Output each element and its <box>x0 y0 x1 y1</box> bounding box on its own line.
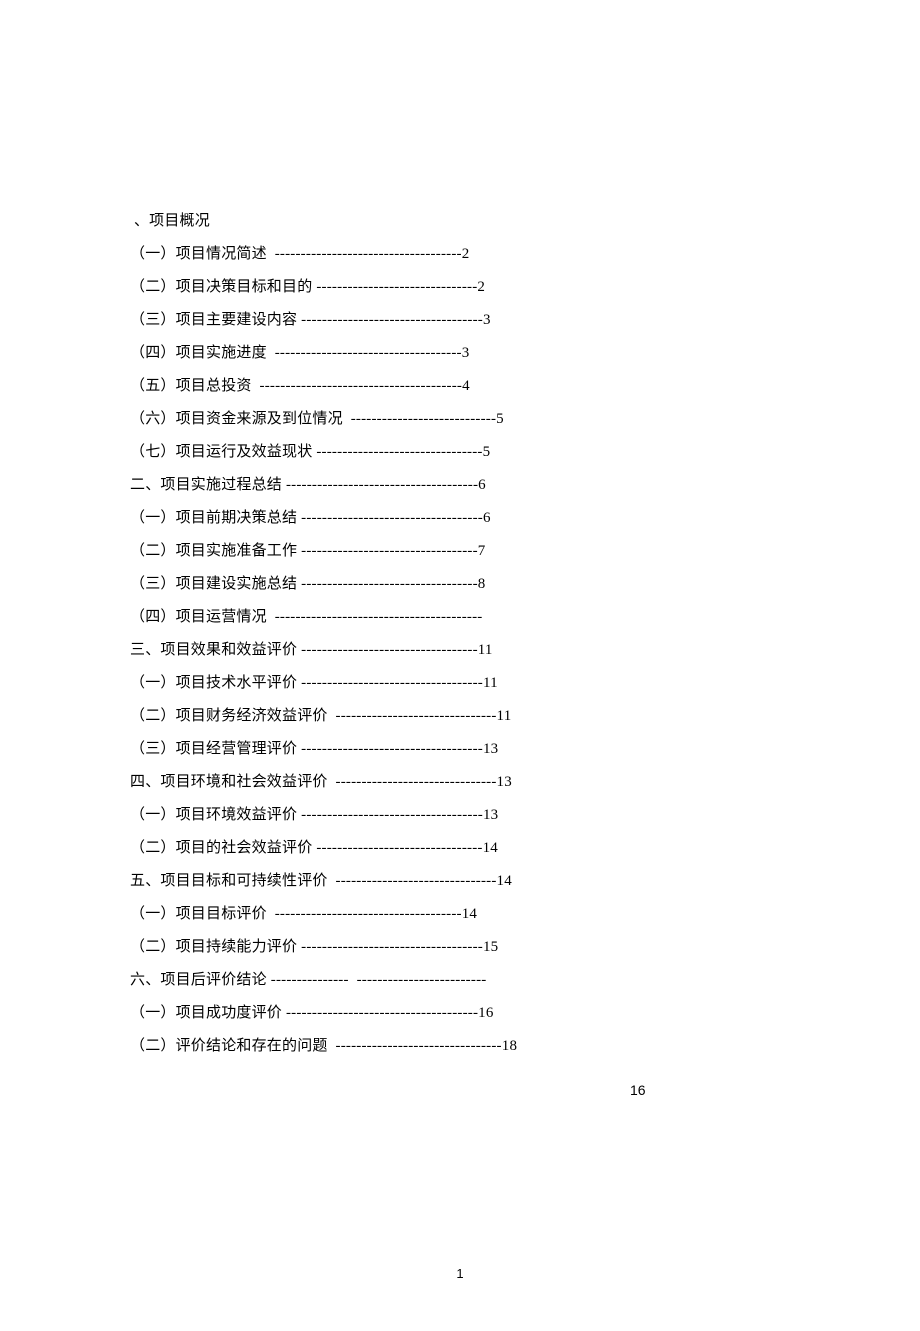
toc-entry: （一）项目成功度评价 -----------------------------… <box>130 997 700 1030</box>
toc-container: 、项目概况 （一）项目情况简述 ------------------------… <box>130 205 700 1063</box>
toc-entry: （四）项目运营情况 ------------------------------… <box>130 601 700 634</box>
toc-entry: （三）项目主要建设内容 ----------------------------… <box>130 304 700 337</box>
toc-entry: 四、项目环境和社会效益评价 --------------------------… <box>130 766 700 799</box>
toc-entry: （三）项目建设实施总结 ----------------------------… <box>130 568 700 601</box>
toc-entry: （二）项目财务经济效益评价 --------------------------… <box>130 700 700 733</box>
toc-entry: （二）项目决策目标和目的 ---------------------------… <box>130 271 700 304</box>
toc-entry: （二）评价结论和存在的问题 --------------------------… <box>130 1030 700 1063</box>
toc-entry: 二、项目实施过程总结 -----------------------------… <box>130 469 700 502</box>
toc-entry: 三、项目效果和效益评价 ----------------------------… <box>130 634 700 667</box>
toc-entry: （一）项目环境效益评价 ----------------------------… <box>130 799 700 832</box>
toc-entry: （三）项目经营管理评价 ----------------------------… <box>130 733 700 766</box>
toc-entry: （四）项目实施进度 ------------------------------… <box>130 337 700 370</box>
toc-entry: （六）项目资金来源及到位情况 -------------------------… <box>130 403 700 436</box>
toc-entry: 五、项目目标和可持续性评价 --------------------------… <box>130 865 700 898</box>
toc-entry: （一）项目目标评价 ------------------------------… <box>130 898 700 931</box>
toc-entry: （二）项目持续能力评价 ----------------------------… <box>130 931 700 964</box>
page-number-center: 1 <box>456 1266 463 1281</box>
toc-entry: （五）项目总投资 -------------------------------… <box>130 370 700 403</box>
toc-entry: （二）项目实施准备工作 ----------------------------… <box>130 535 700 568</box>
toc-entry: （七）项目运行及效益现状 ---------------------------… <box>130 436 700 469</box>
toc-entry: 、项目概况 <box>130 205 700 238</box>
page-number-right: 16 <box>630 1082 646 1098</box>
toc-entry: （一）项目前期决策总结 ----------------------------… <box>130 502 700 535</box>
toc-entry: （一）项目情况简述 ------------------------------… <box>130 238 700 271</box>
toc-entry: （一）项目技术水平评价 ----------------------------… <box>130 667 700 700</box>
toc-entry: 六、项目后评价结论 --------------- --------------… <box>130 964 700 997</box>
toc-entry: （二）项目的社会效益评价 ---------------------------… <box>130 832 700 865</box>
